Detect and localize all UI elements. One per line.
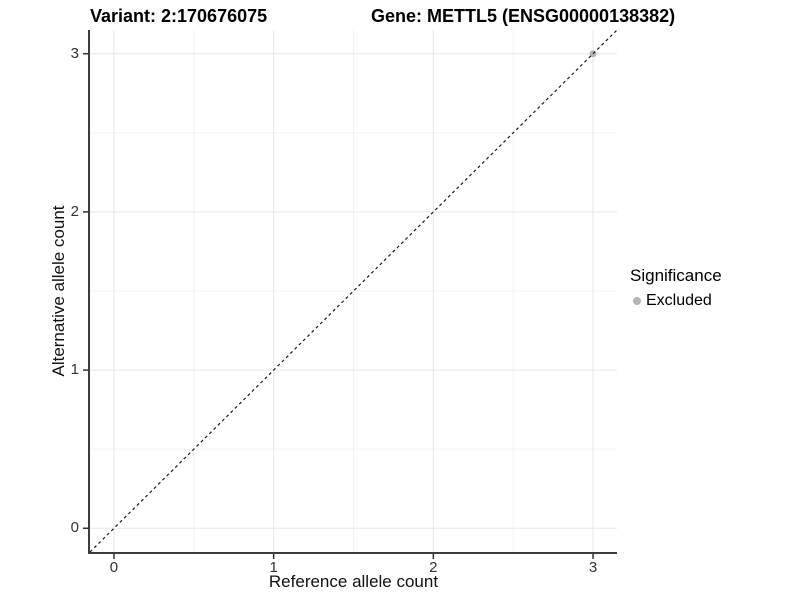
y-tick-label: 3 <box>70 44 79 62</box>
point-swatch-icon <box>633 297 641 305</box>
y-tick-label: 1 <box>70 361 79 379</box>
identity-line <box>89 29 618 553</box>
plot-title-variant: Variant: 2:170676075 <box>90 6 268 26</box>
x-tick-label: 0 <box>109 559 119 576</box>
legend-title: Significance <box>630 266 722 285</box>
x-tick-label: 3 <box>588 559 598 576</box>
x-tick-label: 1 <box>269 559 278 576</box>
y-tick-label: 2 <box>70 202 79 220</box>
legend-items: Excluded <box>630 292 722 310</box>
legend-item-label: Excluded <box>646 292 712 309</box>
legend-item: Excluded <box>633 292 722 310</box>
y-axis-title: Alternative allele count <box>49 205 68 377</box>
y-tick-label: 0 <box>70 519 79 537</box>
x-axis-title: Reference allele count <box>268 572 439 591</box>
x-tick-label: 2 <box>429 559 438 576</box>
plot-title-gene: Gene: METTL5 (ENSG00000138382) <box>371 6 676 26</box>
legend: Significance Excluded <box>630 266 722 310</box>
